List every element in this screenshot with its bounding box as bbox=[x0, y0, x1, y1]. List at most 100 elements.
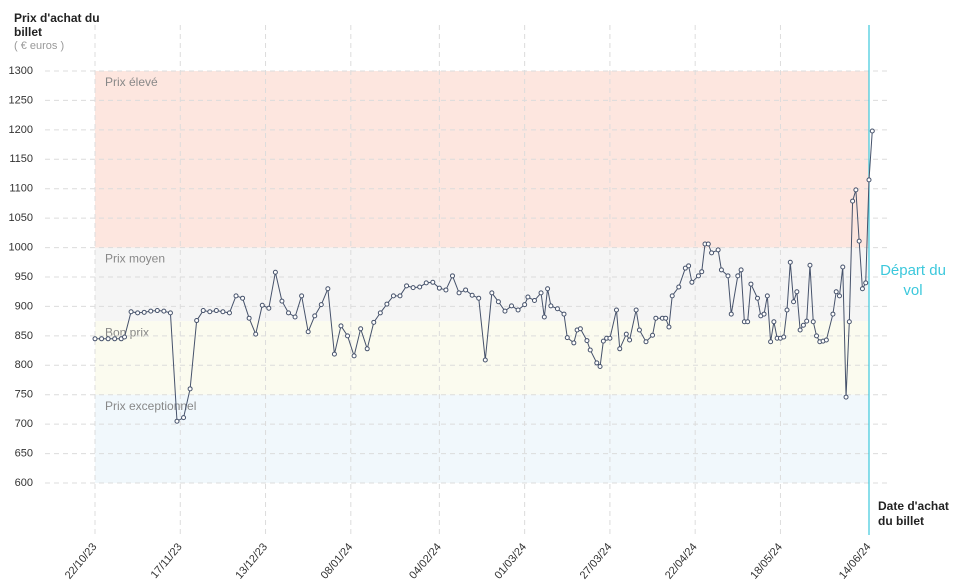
price-point bbox=[489, 290, 495, 296]
price-point bbox=[853, 187, 859, 193]
price-point bbox=[112, 336, 118, 342]
price-point bbox=[545, 286, 551, 292]
x-tick-label: 22/10/23 bbox=[63, 541, 100, 582]
price-point bbox=[764, 293, 770, 299]
price-point bbox=[279, 298, 285, 304]
price-point bbox=[627, 337, 633, 343]
price-point bbox=[597, 363, 603, 369]
price-point bbox=[587, 347, 593, 353]
price-point bbox=[122, 334, 128, 340]
price-point bbox=[259, 302, 265, 308]
price-point bbox=[161, 308, 167, 314]
price-point bbox=[207, 309, 213, 315]
price-point bbox=[800, 322, 806, 328]
price-point bbox=[807, 262, 813, 268]
price-point bbox=[669, 293, 675, 299]
price-point bbox=[676, 284, 682, 290]
x-tick-label: 14/06/24 bbox=[837, 541, 874, 582]
price-point bbox=[187, 386, 193, 392]
y-tick-label: 1250 bbox=[9, 94, 33, 106]
price-point bbox=[538, 290, 544, 296]
price-point bbox=[633, 307, 639, 313]
price-point bbox=[482, 357, 488, 363]
price-band bbox=[95, 247, 869, 322]
price-point bbox=[200, 308, 206, 314]
price-point bbox=[850, 198, 856, 204]
band-label: Prix élevé bbox=[105, 75, 158, 89]
price-point bbox=[584, 338, 590, 344]
price-point bbox=[105, 336, 111, 342]
price-band bbox=[95, 394, 869, 483]
price-point bbox=[869, 128, 875, 134]
price-point bbox=[141, 309, 147, 315]
price-point bbox=[397, 293, 403, 299]
price-point bbox=[345, 333, 351, 339]
price-point bbox=[220, 309, 226, 315]
y-tick-label: 1100 bbox=[9, 183, 33, 195]
price-point bbox=[495, 299, 501, 305]
x-tick-label: 08/01/24 bbox=[319, 541, 356, 582]
price-point bbox=[167, 310, 173, 316]
price-point bbox=[794, 289, 800, 295]
price-point bbox=[154, 308, 160, 314]
x-tick-label: 17/11/23 bbox=[149, 541, 185, 581]
price-point bbox=[650, 332, 656, 338]
y-axis-title: Prix d'achat du billet bbox=[14, 11, 100, 39]
price-point bbox=[840, 264, 846, 270]
price-point bbox=[476, 295, 482, 301]
price-point bbox=[561, 311, 567, 317]
price-point bbox=[286, 310, 291, 316]
price-point bbox=[174, 418, 180, 424]
price-point bbox=[410, 285, 416, 291]
x-tick-label: 13/12/23 bbox=[233, 541, 270, 582]
price-point bbox=[695, 273, 701, 279]
price-point bbox=[715, 247, 721, 253]
price-point bbox=[384, 301, 390, 307]
price-point bbox=[364, 346, 370, 352]
price-point bbox=[135, 310, 141, 316]
price-point bbox=[541, 314, 547, 320]
price-point bbox=[338, 323, 344, 329]
price-point bbox=[390, 293, 396, 299]
price-point bbox=[272, 269, 278, 275]
price-point bbox=[292, 314, 298, 320]
price-point bbox=[859, 286, 865, 292]
y-tick-label: 850 bbox=[15, 330, 33, 342]
price-point bbox=[745, 319, 751, 325]
departure-label: Départ du vol bbox=[880, 262, 946, 299]
price-point bbox=[430, 279, 436, 285]
y-tick-label: 650 bbox=[15, 447, 33, 459]
price-point bbox=[213, 308, 219, 314]
price-point bbox=[814, 333, 820, 339]
price-point bbox=[686, 263, 692, 269]
price-point bbox=[666, 324, 672, 330]
price-line bbox=[95, 130, 873, 423]
band-label: Prix exceptionnel bbox=[105, 399, 196, 413]
price-point bbox=[564, 335, 570, 341]
price-point bbox=[594, 360, 600, 366]
price-point bbox=[856, 238, 862, 244]
price-point bbox=[748, 281, 754, 287]
price-point bbox=[554, 306, 560, 312]
price-point bbox=[784, 307, 790, 313]
x-tick-label: 27/03/24 bbox=[578, 541, 615, 582]
price-point bbox=[663, 315, 669, 321]
price-point bbox=[240, 295, 246, 301]
x-tick-label: 04/02/24 bbox=[407, 541, 444, 582]
price-point bbox=[833, 289, 839, 295]
y-tick-label: 900 bbox=[15, 300, 33, 312]
price-point bbox=[709, 250, 715, 256]
price-point bbox=[768, 339, 774, 345]
price-point bbox=[823, 337, 829, 343]
price-point bbox=[787, 259, 793, 265]
price-point bbox=[843, 394, 849, 400]
price-point bbox=[761, 311, 767, 317]
price-point bbox=[226, 310, 232, 316]
price-point bbox=[613, 307, 619, 313]
price-point bbox=[705, 241, 711, 247]
y-tick-label: 1200 bbox=[9, 124, 33, 136]
price-point bbox=[771, 319, 777, 325]
price-point bbox=[571, 340, 577, 346]
price-point bbox=[325, 286, 331, 292]
